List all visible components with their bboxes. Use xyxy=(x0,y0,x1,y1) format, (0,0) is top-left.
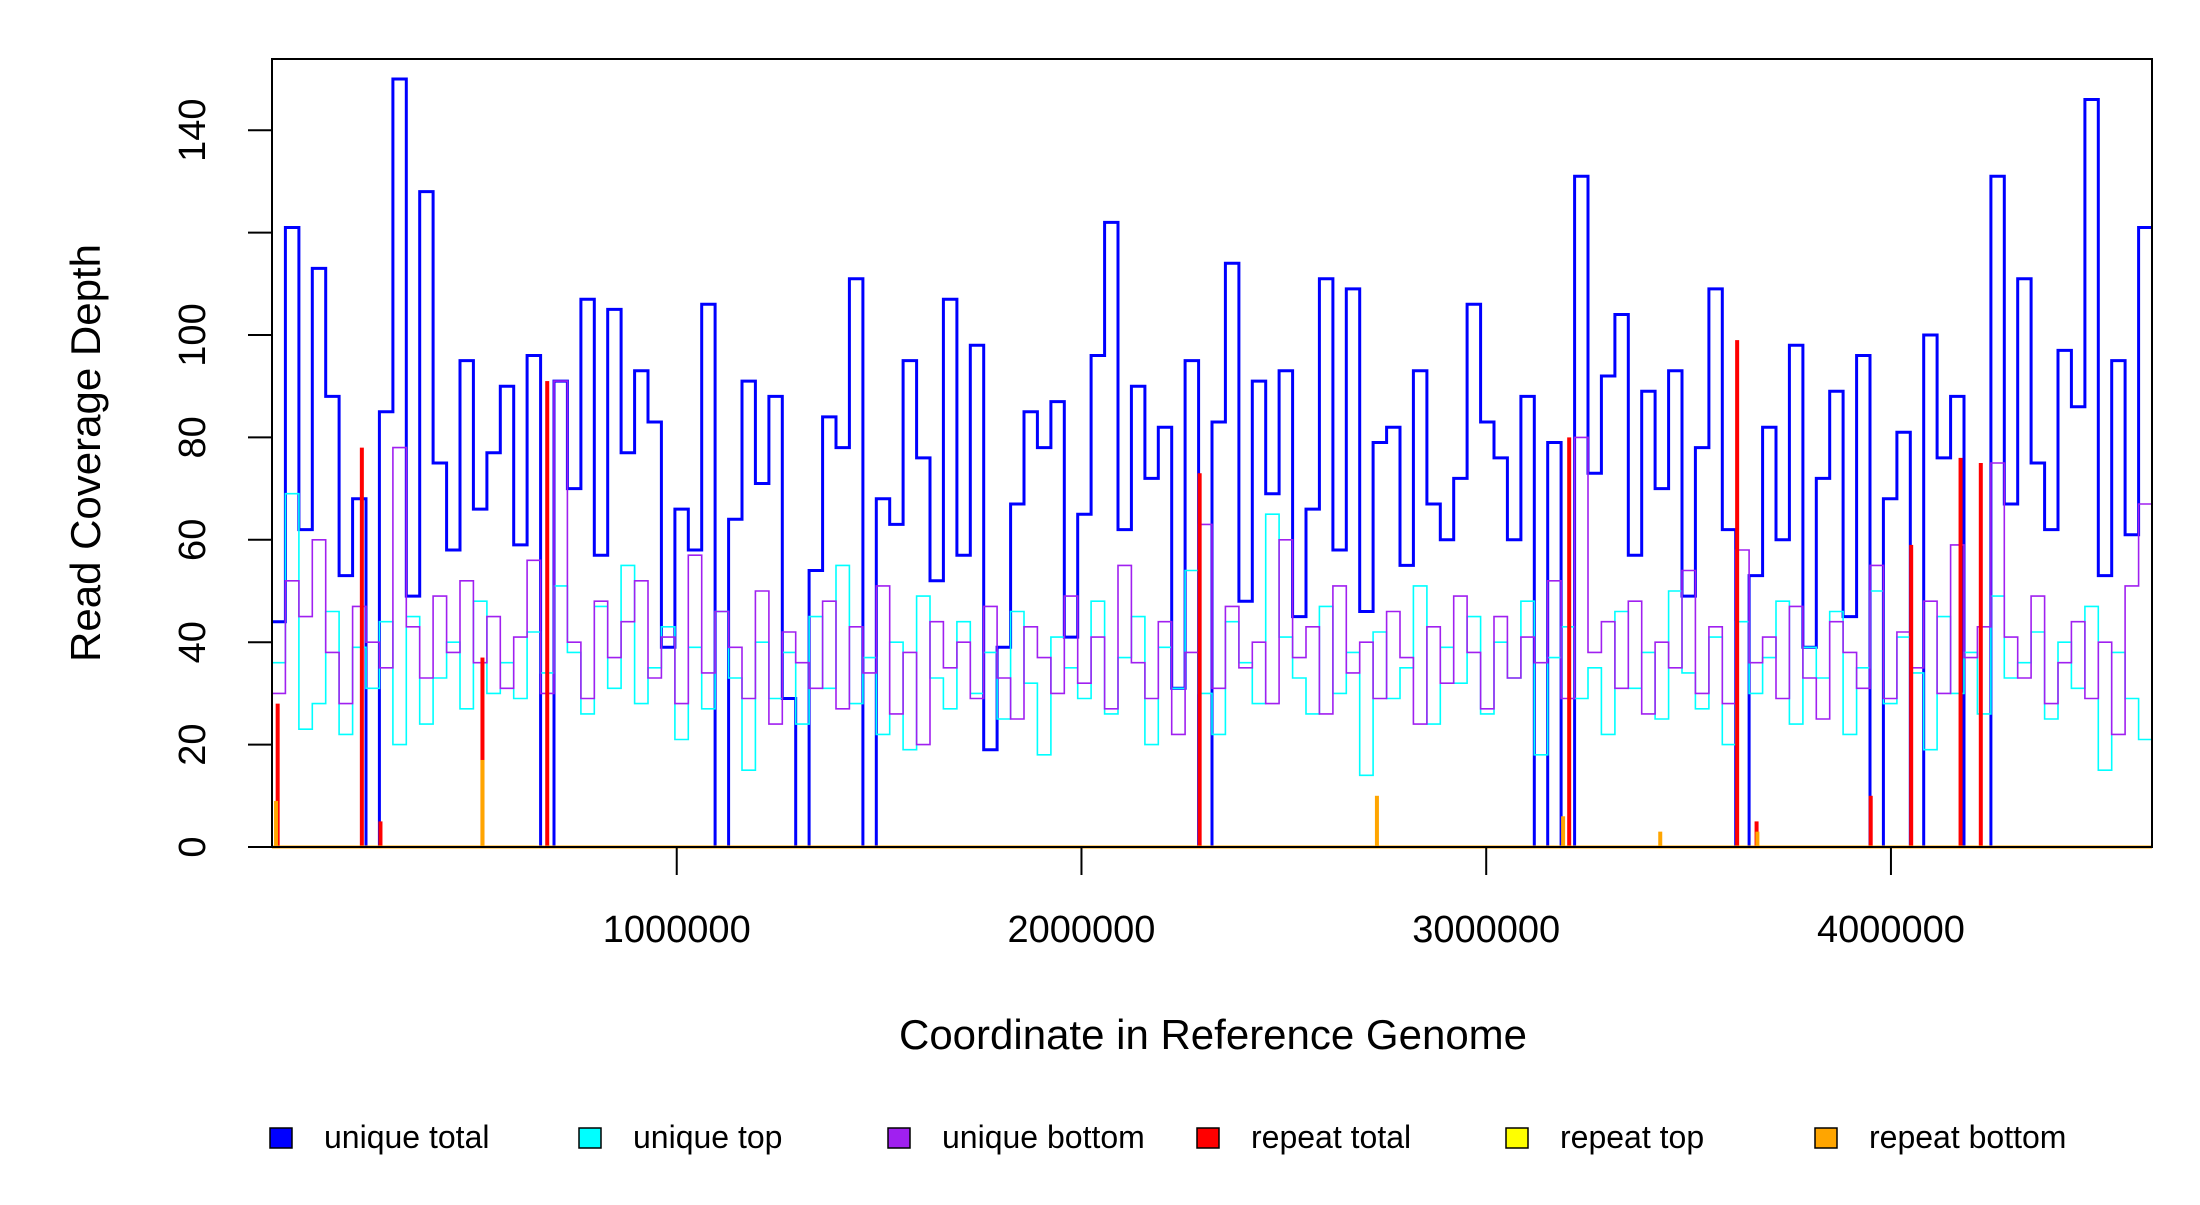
y-tick-label: 80 xyxy=(172,416,214,458)
spike-repeat-total xyxy=(275,703,280,847)
y-tick-label: 0 xyxy=(172,836,214,857)
x-tick-label: 1000000 xyxy=(603,909,751,951)
spike-repeat-bottom xyxy=(1658,831,1663,847)
x-axis-label: Coordinate in Reference Genome xyxy=(899,1011,1527,1058)
spike-repeat-total xyxy=(1868,795,1873,847)
legend-label: unique total xyxy=(324,1119,489,1155)
spike-repeat-total xyxy=(359,447,364,847)
legend-swatch xyxy=(269,1127,293,1149)
legend-swatch xyxy=(1814,1127,1838,1149)
spike-repeat-bottom xyxy=(1755,831,1760,847)
y-tick-label: 40 xyxy=(172,621,214,663)
legend-label: unique top xyxy=(633,1119,782,1155)
spike-repeat-bottom xyxy=(480,759,485,847)
spike-repeat-total xyxy=(1735,340,1740,847)
legend-label: unique bottom xyxy=(942,1119,1145,1155)
series-unique-top xyxy=(272,492,2152,777)
legend-swatch xyxy=(578,1127,602,1149)
series-unique-bottom xyxy=(272,380,2152,746)
y-axis: 0 20 40 60 80 100 140 xyxy=(172,98,272,858)
spike-repeat-bottom xyxy=(1374,795,1379,847)
x-tick-label: 2000000 xyxy=(1008,909,1156,951)
legend-swatch xyxy=(1196,1127,1220,1149)
plot-frame xyxy=(271,58,2153,848)
y-tick-label: 140 xyxy=(172,98,214,161)
y-tick-label: 60 xyxy=(172,519,214,561)
spike-repeat-total xyxy=(1197,473,1202,847)
spike-repeat-total xyxy=(1909,544,1914,847)
legend-label: repeat top xyxy=(1560,1119,1704,1155)
legend: unique total unique top unique bottom repea… xyxy=(269,1119,2066,1155)
y-tick-label: 20 xyxy=(172,723,214,765)
spike-repeat-bottom xyxy=(274,800,279,847)
spike-repeat-bottom xyxy=(1561,816,1566,847)
legend-label: repeat total xyxy=(1251,1119,1411,1155)
legend-swatch xyxy=(887,1127,911,1149)
legend-label: repeat bottom xyxy=(1869,1119,2066,1155)
spike-repeat-total xyxy=(545,381,550,847)
spike-repeat-total xyxy=(1978,463,1983,847)
legend-swatch xyxy=(1505,1127,1529,1149)
x-tick-label: 3000000 xyxy=(1412,909,1560,951)
x-tick-label: 4000000 xyxy=(1817,909,1965,951)
spike-repeat-total xyxy=(480,657,485,847)
spike-repeat-total xyxy=(1567,437,1572,847)
y-tick-label: 100 xyxy=(172,303,214,366)
x-axis: 1000000 2000000 3000000 4000000 xyxy=(603,847,1965,951)
y-axis-label: Read Coverage Depth xyxy=(62,244,109,662)
spike-repeat-total xyxy=(1958,457,1963,847)
spike-repeat-total xyxy=(378,821,383,847)
series-layer xyxy=(272,77,2152,849)
